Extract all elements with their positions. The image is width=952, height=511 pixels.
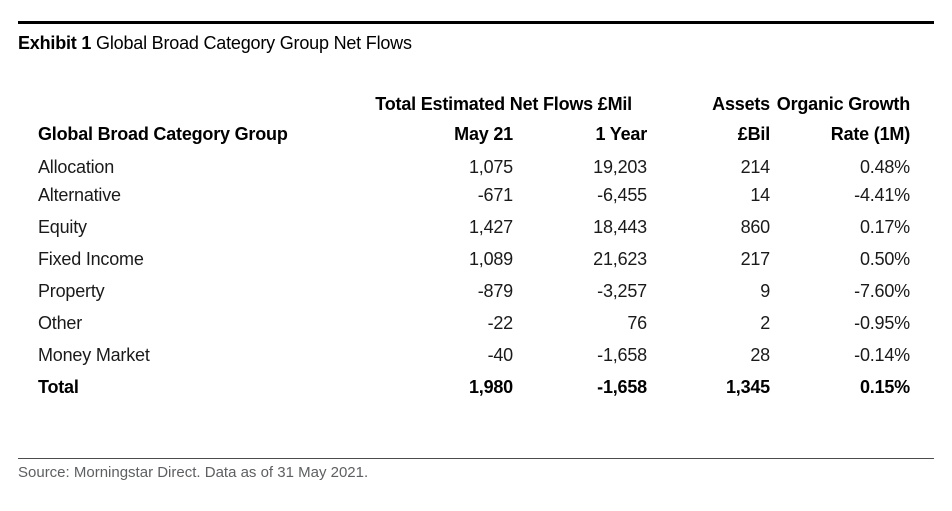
- cell-may21: 1,075: [468, 156, 513, 177]
- cell-assets: 860: [740, 216, 771, 237]
- table-row-fixed-income: Fixed Income 1,089 21,623 217 0.50%: [18, 243, 934, 275]
- cell-may21: -671: [477, 184, 513, 205]
- header-row-group: Total Estimated Net Flows £Mil Assets Or…: [18, 85, 934, 115]
- net-flows-table: Total Estimated Net Flows £Mil Assets Or…: [18, 85, 934, 403]
- col-group-header-net-flows: Total Estimated Net Flows £Mil: [375, 94, 632, 114]
- cell-1year: 18,443: [593, 216, 647, 237]
- bottom-rule: [18, 458, 934, 459]
- col-header-growth-line2: Rate (1M): [830, 124, 910, 144]
- cell-1year: -1,658: [597, 344, 647, 365]
- cell-may21: 1,980: [468, 376, 513, 397]
- col-header-category: Global Broad Category Group: [38, 124, 288, 144]
- cell-assets: 14: [750, 184, 770, 205]
- cell-growth: -4.41%: [854, 184, 910, 205]
- cell-growth: 0.15%: [859, 376, 910, 397]
- cell-category: Fixed Income: [38, 248, 144, 269]
- cell-assets: 214: [740, 156, 771, 177]
- cell-assets: 217: [740, 248, 771, 269]
- cell-1year: 21,623: [593, 248, 647, 269]
- cell-growth: -0.14%: [854, 344, 910, 365]
- cell-growth: 0.48%: [859, 156, 910, 177]
- table-row-property: Property -879 -3,257 9 -7.60%: [18, 275, 934, 307]
- cell-growth: -7.60%: [854, 280, 910, 301]
- header-spacer: [18, 85, 318, 115]
- header-row-columns: Global Broad Category Group May 21 1 Yea…: [18, 115, 934, 147]
- col-header-assets-line1: Assets: [712, 94, 770, 114]
- top-rule: [18, 21, 934, 24]
- cell-assets: 1,345: [725, 376, 770, 397]
- exhibit-title-text: Global Broad Category Group Net Flows: [96, 33, 412, 53]
- table-row-other: Other -22 76 2 -0.95%: [18, 307, 934, 339]
- cell-assets: 9: [760, 280, 770, 301]
- cell-assets: 2: [760, 312, 770, 333]
- cell-growth: -0.95%: [854, 312, 910, 333]
- col-header-growth-line1: Organic Growth: [776, 94, 910, 114]
- cell-growth: 0.50%: [859, 248, 910, 269]
- cell-category: Alternative: [38, 184, 121, 205]
- cell-category: Allocation: [38, 156, 115, 177]
- cell-may21: -879: [477, 280, 513, 301]
- cell-growth: 0.17%: [859, 216, 910, 237]
- exhibit-title: Exhibit 1 Global Broad Category Group Ne…: [18, 33, 412, 54]
- cell-1year: -3,257: [597, 280, 647, 301]
- cell-may21: -22: [487, 312, 514, 333]
- cell-assets: 28: [750, 344, 770, 365]
- table-row-money-market: Money Market -40 -1,658 28 -0.14%: [18, 339, 934, 371]
- source-note: Source: Morningstar Direct. Data as of 3…: [18, 464, 369, 481]
- cell-may21: 1,427: [468, 216, 513, 237]
- table-row-allocation: Allocation 1,075 19,203 214 0.48%: [18, 147, 934, 179]
- cell-category: Money Market: [38, 344, 150, 365]
- cell-category: Equity: [38, 216, 87, 237]
- col-header-assets-line2: £Bil: [737, 124, 770, 144]
- cell-1year: 19,203: [593, 156, 647, 177]
- cell-1year: -1,658: [597, 376, 647, 397]
- table-row-total: Total 1,980 -1,658 1,345 0.15%: [18, 371, 934, 403]
- cell-may21: 1,089: [468, 248, 513, 269]
- cell-1year: -6,455: [597, 184, 647, 205]
- exhibit-label: Exhibit 1: [18, 33, 92, 53]
- cell-category: Other: [38, 312, 83, 333]
- cell-category: Total: [38, 376, 79, 397]
- col-header-1year: 1 Year: [595, 124, 647, 144]
- col-header-may21: May 21: [454, 124, 513, 144]
- table-row-alternative: Alternative -671 -6,455 14 -4.41%: [18, 179, 934, 211]
- cell-may21: -40: [487, 344, 514, 365]
- cell-category: Property: [38, 280, 105, 301]
- cell-1year: 76: [627, 312, 647, 333]
- table-row-equity: Equity 1,427 18,443 860 0.17%: [18, 211, 934, 243]
